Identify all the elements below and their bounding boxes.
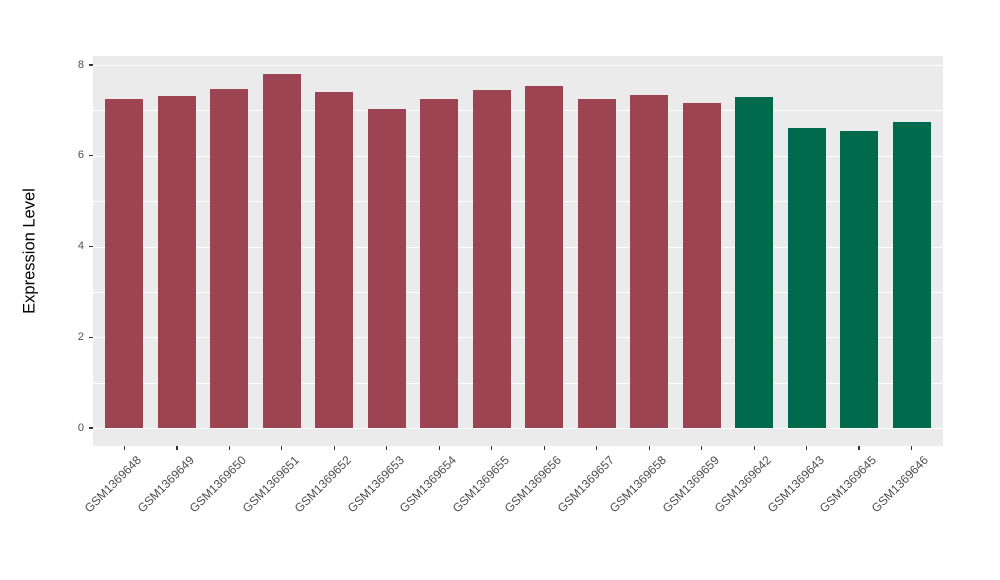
bar-GSM1369652 — [315, 91, 354, 428]
gridline-major — [93, 155, 943, 157]
y-tick — [89, 155, 93, 157]
y-axis-title: Expression Level — [20, 188, 39, 314]
gridline-major — [93, 65, 943, 67]
x-tick — [648, 446, 650, 450]
x-tick — [858, 446, 860, 450]
y-tick-label: 8 — [77, 58, 84, 71]
bar-GSM1369659 — [682, 102, 721, 428]
bar-GSM1369646 — [892, 121, 931, 428]
bar-GSM1369656 — [525, 85, 564, 428]
x-tick — [176, 446, 178, 450]
x-tick — [805, 446, 808, 450]
gridline-major — [93, 246, 943, 248]
x-tick — [596, 446, 598, 450]
y-tick — [89, 64, 93, 66]
bar-GSM1369658 — [630, 95, 669, 428]
gridline-minor — [93, 110, 943, 111]
plot-panel — [93, 56, 943, 446]
gridline-minor — [93, 201, 943, 202]
bar-GSM1369653 — [367, 109, 406, 428]
y-tick — [89, 336, 93, 338]
y-tick-label: 4 — [77, 240, 84, 252]
x-tick — [123, 446, 126, 450]
bar-GSM1369645 — [840, 130, 879, 428]
x-tick — [228, 446, 230, 450]
x-tick — [333, 446, 335, 450]
y-tick — [89, 427, 93, 429]
bar-GSM1369649 — [157, 95, 196, 428]
bar-GSM1369654 — [420, 99, 459, 428]
y-tick — [89, 245, 93, 248]
bar-GSM1369657 — [577, 99, 616, 428]
gridline-minor — [93, 382, 943, 384]
y-tick-label: 0 — [77, 421, 84, 434]
x-tick — [910, 446, 913, 450]
x-tick — [281, 446, 283, 450]
bar-GSM1369642 — [735, 97, 774, 428]
bar-GSM1369648 — [105, 98, 144, 428]
y-tick-label: 6 — [77, 149, 84, 162]
gridline-minor — [93, 291, 943, 293]
gridline-major — [93, 337, 943, 339]
bar-GSM1369651 — [262, 74, 301, 428]
bar-GSM1369655 — [472, 89, 511, 428]
x-tick — [438, 446, 440, 450]
y-tick-label: 2 — [77, 330, 84, 343]
x-tick — [386, 446, 388, 450]
bar-GSM1369650 — [210, 89, 249, 428]
x-tick — [753, 446, 755, 450]
x-tick — [543, 446, 545, 450]
x-tick — [701, 446, 703, 450]
x-tick — [491, 446, 493, 450]
bar-GSM1369643 — [787, 127, 826, 428]
gridline-major — [93, 428, 943, 430]
